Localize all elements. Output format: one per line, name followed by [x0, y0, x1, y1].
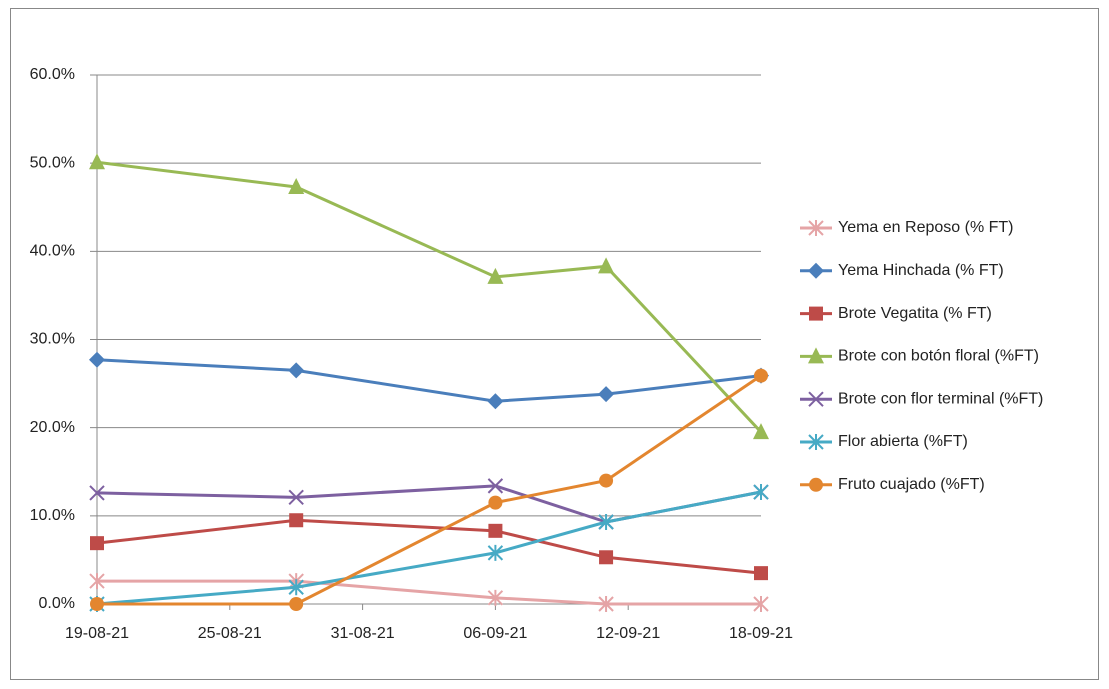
data-point	[288, 177, 305, 194]
data-point	[289, 513, 304, 528]
data-point	[599, 550, 614, 565]
legend-marker	[808, 347, 824, 364]
data-point	[598, 257, 615, 274]
x-tick-label: 25-08-21	[198, 625, 262, 642]
data-point	[90, 536, 104, 551]
data-point	[754, 368, 768, 383]
legend-marker	[808, 434, 824, 450]
data-point	[599, 473, 614, 488]
x-tick-label: 18-09-21	[729, 625, 793, 642]
y-tick-label: 40.0%	[30, 243, 75, 260]
data-point	[487, 478, 504, 494]
y-tick-label: 0.0%	[39, 595, 75, 612]
data-point	[289, 597, 304, 611]
legend-label: Yema Hinchada (% FT)	[838, 262, 1004, 279]
data-point	[753, 596, 769, 612]
data-point	[89, 153, 105, 170]
data-point	[90, 597, 104, 611]
data-point	[753, 484, 769, 501]
data-point	[598, 514, 614, 531]
legend-label: Brote con flor terminal (%FT)	[838, 390, 1043, 407]
y-tick-label: 60.0%	[30, 66, 75, 83]
data-point	[487, 393, 504, 410]
legend-marker	[808, 262, 824, 279]
legend-label: Brote con botón floral (%FT)	[838, 348, 1039, 365]
data-point	[488, 495, 503, 510]
legend-marker	[809, 306, 823, 321]
data-point	[89, 351, 105, 368]
data-point	[487, 544, 504, 561]
x-tick-label: 06-09-21	[463, 625, 527, 642]
legend-label: Yema en Reposo (% FT)	[838, 219, 1013, 236]
chart-frame	[10, 8, 1099, 680]
y-tick-label: 20.0%	[30, 419, 75, 436]
legend-label: Flor abierta (%FT)	[838, 433, 968, 450]
data-point	[598, 596, 614, 612]
data-point	[288, 489, 304, 506]
data-point	[754, 566, 768, 581]
data-point	[488, 523, 503, 538]
legend-label: Fruto cuajado (%FT)	[838, 476, 985, 493]
legend-label: Brote Vegatita (% FT)	[838, 305, 992, 322]
x-tick-label: 19-08-21	[65, 625, 129, 642]
legend-marker	[808, 220, 824, 236]
data-point	[288, 579, 304, 596]
y-tick-label: 30.0%	[30, 331, 75, 348]
x-tick-label: 12-09-21	[596, 625, 660, 642]
data-point	[89, 485, 105, 501]
data-point	[487, 267, 504, 284]
data-point	[598, 386, 615, 403]
y-tick-label: 10.0%	[30, 507, 75, 524]
legend-marker	[808, 391, 824, 407]
data-point	[89, 573, 105, 590]
legend-marker	[809, 477, 823, 492]
data-point	[288, 362, 305, 379]
y-tick-label: 50.0%	[30, 154, 75, 171]
data-point	[487, 589, 504, 606]
data-point	[753, 423, 769, 440]
x-tick-label: 31-08-21	[331, 625, 395, 642]
